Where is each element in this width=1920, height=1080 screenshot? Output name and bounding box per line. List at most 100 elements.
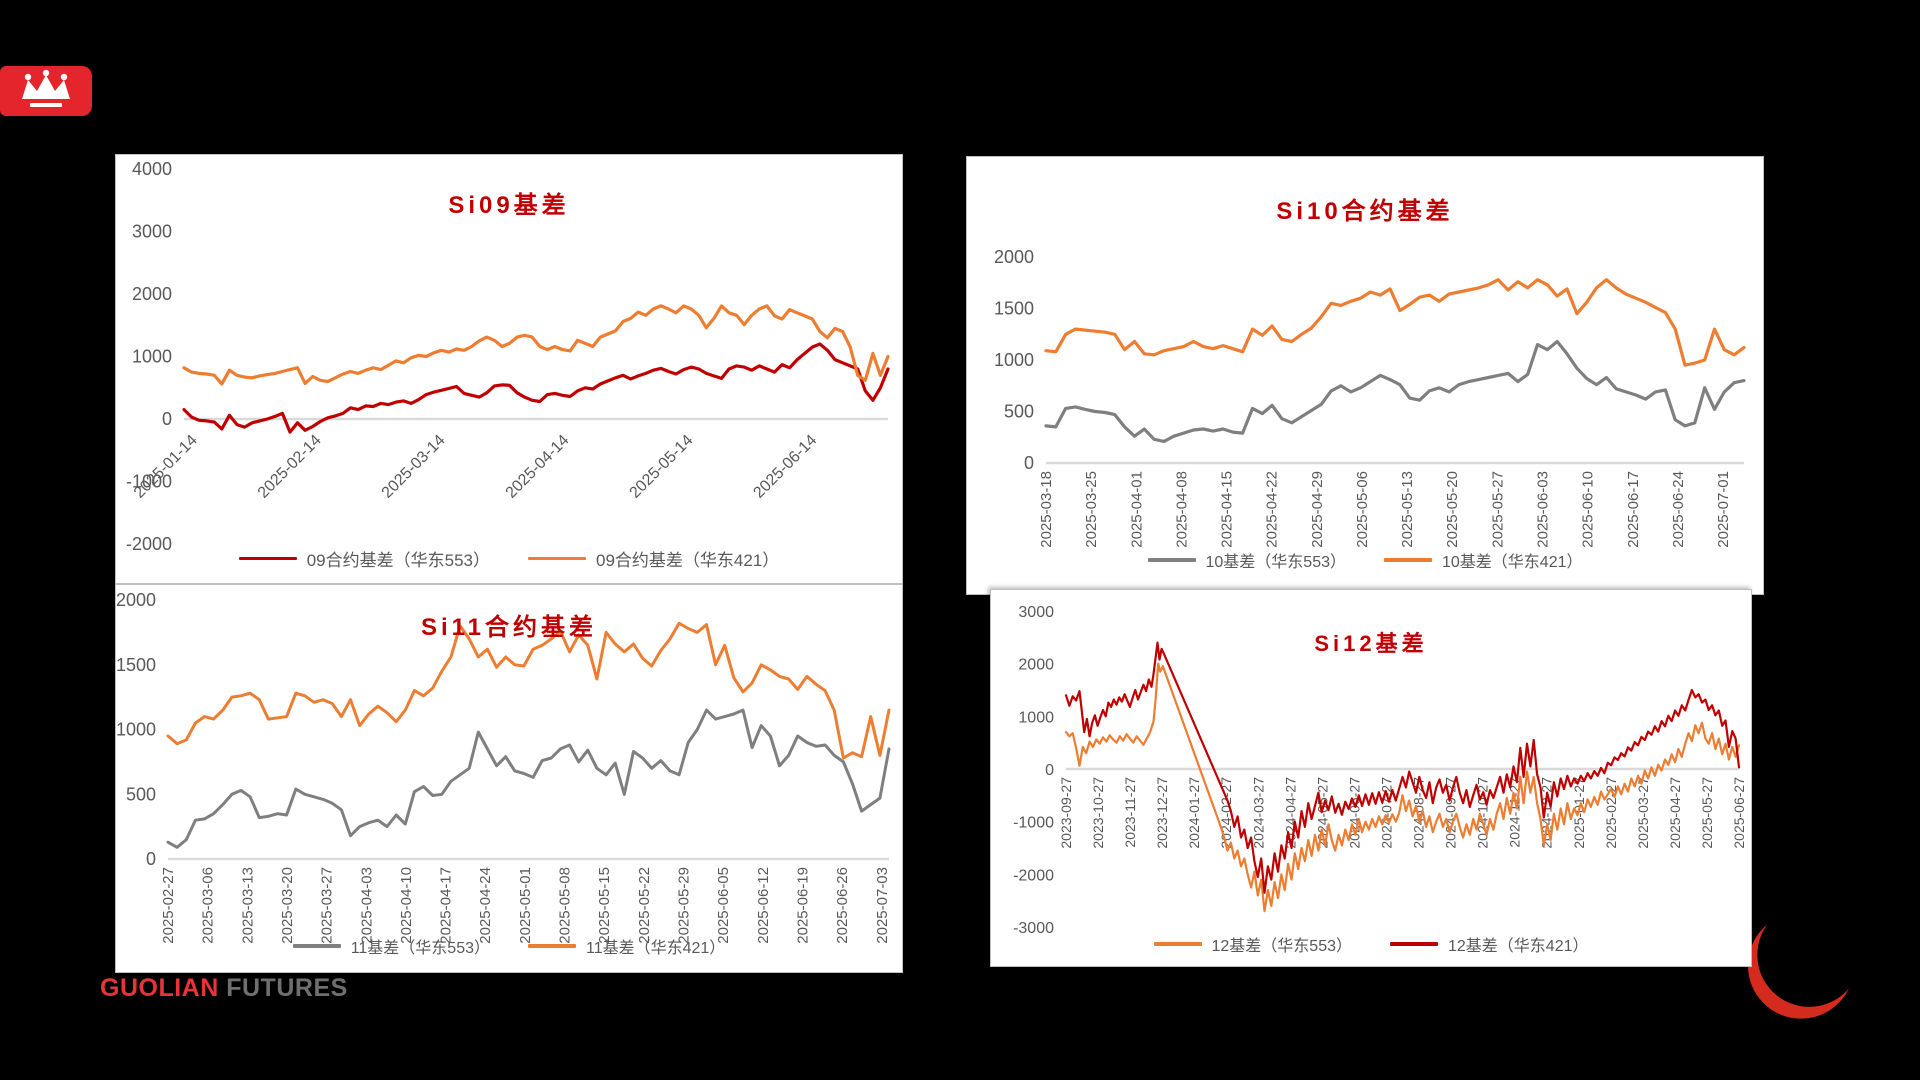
x-axis-tick-label: 2025-06-19 (794, 867, 811, 944)
y-axis-tick-label: 4000 (132, 159, 172, 179)
y-axis-tick-label: 2000 (132, 284, 172, 304)
y-axis-tick-label: 1000 (116, 720, 156, 740)
x-axis-tick-label: 2025-03-25 (1083, 471, 1100, 548)
y-axis-tick-label: 2000 (116, 590, 156, 610)
x-axis-tick-label: 2025-05-13 (1399, 471, 1416, 548)
y-axis-tick-label: 1000 (994, 350, 1034, 370)
y-axis-tick-label: 0 (1024, 453, 1034, 473)
x-axis-tick-label: 2024-07-27 (1378, 777, 1394, 849)
legend-swatch (1384, 558, 1432, 562)
chart-panel-si10: Si10合约基差 2000 1500 1000 500 0 2025-03-18 2025-0… (966, 156, 1764, 595)
x-axis-tick-label: 2025-04-10 (398, 867, 415, 944)
x-axis-tick-label: 2025-03-20 (279, 867, 296, 944)
x-axis-tick-label: 2025-05-06 (1354, 471, 1371, 548)
x-axis-tick-label: 2023-12-27 (1154, 777, 1170, 849)
x-axis-tick-label: 2025-06-17 (1625, 471, 1642, 548)
legend-label: 09合约基差（华东421） (596, 551, 780, 570)
chart-plot: 3000 2000 1000 0 -1000 -2000 -3000 2023-09-27 20… (1013, 604, 1747, 937)
series-line (1044, 339, 1746, 443)
legend-label: 11基差（华东421） (586, 940, 726, 957)
chart-panel-si09: Si09基差 4000 3000 2000 1000 0 -1000 -2000 2025-01… (115, 154, 903, 584)
x-axis-tick-label: 2023-10-27 (1090, 777, 1106, 849)
legend-swatch (238, 556, 297, 561)
y-axis-tick-label: 1000 (1018, 709, 1054, 726)
y-axis-tick-label: 0 (162, 409, 172, 429)
chart-legend: 12基差（华东553） 12基差（华东421） (991, 932, 1751, 956)
x-axis-tick-label: 2025-05-01 (517, 867, 534, 944)
legend-label: 10基差（华东553） (1205, 554, 1347, 571)
legend-item: 10基差（华东421） (1384, 548, 1583, 572)
x-axis-tick-label: 2025-06-10 (1580, 471, 1597, 548)
series-line (182, 342, 890, 434)
legend-swatch (1147, 558, 1196, 562)
y-axis-tick-label: -2000 (126, 534, 172, 554)
legend-swatch (1153, 942, 1202, 946)
series-line (182, 304, 890, 386)
chart-legend: 09合约基差（华东553） 09合约基差（华东421） (116, 546, 902, 571)
x-axis-tick-label: 2025-03-18 (1038, 471, 1055, 548)
x-axis-tick-label: 2023-09-27 (1058, 777, 1074, 849)
x-axis-tick-label: 2025-04-01 (1128, 471, 1145, 548)
x-axis-tick-label: 2025-04-15 (1219, 471, 1236, 548)
x-axis-tick-label: 2025-04-22 (1264, 471, 1281, 548)
legend-label: 10基差（华东421） (1442, 554, 1583, 571)
y-axis-tick-label: 1000 (132, 347, 172, 367)
x-axis-tick-label: 2025-05-15 (596, 867, 613, 944)
arc-icon (1747, 912, 1855, 1019)
y-axis-tick-label: -2000 (1013, 867, 1054, 884)
y-axis-tick-label: 500 (1004, 402, 1034, 422)
series-line (1044, 278, 1746, 367)
legend-item: 12基差（华东553） (1153, 932, 1352, 956)
y-axis-tick-label: 1500 (994, 299, 1034, 319)
x-axis-tick-label: 2025-06-05 (715, 867, 732, 944)
y-axis-tick-label: 3000 (1018, 604, 1054, 621)
x-axis-tick-label: 2025-05-20 (1444, 471, 1461, 548)
x-axis-tick-label: 2024-03-27 (1250, 777, 1266, 849)
x-axis-tick-label: 2025-04-14 (503, 432, 573, 502)
x-axis-tick-label: 2025-03-27 (319, 867, 336, 944)
x-axis-tick-label: 2025-02-14 (255, 432, 325, 502)
chart-panel-si12: Si12基差 3000 2000 1000 0 -1000 -2000 -3000 2023-0… (990, 589, 1752, 967)
legend-label: 09合约基差（华东553） (306, 551, 490, 570)
x-axis-tick-label: 2025-03-13 (239, 867, 256, 944)
series-line (1064, 662, 1741, 913)
legend-swatch (1390, 942, 1438, 946)
x-axis-tick-label: 2025-06-24 (1670, 471, 1687, 548)
legend-item: 10基差（华东553） (1147, 548, 1347, 572)
x-axis-tick-label: 2025-05-27 (1699, 777, 1715, 849)
crown-icon (22, 69, 70, 107)
x-axis-tick-label: 2025-04-24 (477, 867, 494, 944)
legend-swatch (292, 944, 341, 948)
x-axis-tick-label: 2025-06-03 (1535, 471, 1552, 548)
x-axis-tick-label: 2025-03-06 (200, 867, 217, 944)
legend-swatch (528, 556, 586, 561)
x-axis-tick-label: 2024-01-27 (1186, 777, 1202, 849)
y-axis-tick-label: -1000 (1013, 815, 1054, 832)
legend-item: 09合约基差（华东553） (238, 546, 490, 571)
x-axis-tick-label: 2025-06-14 (750, 432, 820, 502)
y-axis-tick-label: -1000 (126, 472, 172, 492)
x-axis-tick-label: 2024-09-27 (1443, 777, 1459, 849)
x-axis-tick-label: 2025-05-22 (636, 867, 653, 944)
y-axis-tick-label: 0 (1045, 762, 1054, 779)
x-axis-tick-label: 2025-03-27 (1635, 777, 1651, 849)
x-axis-tick-label: 2025-06-27 (1731, 777, 1747, 849)
x-axis-tick-label: 2025-06-12 (755, 867, 772, 944)
x-axis-tick-label: 2025-04-08 (1173, 471, 1190, 548)
legend-label: 12基差（华东421） (1448, 938, 1589, 955)
series-line (1064, 641, 1741, 894)
y-axis-tick-label: 3000 (132, 222, 172, 242)
brand-logo (0, 66, 92, 116)
x-axis-tick-label: 2025-07-01 (1715, 471, 1732, 548)
brand-guolian: GUOLIAN (100, 974, 219, 1002)
x-axis-tick-label: 2025-04-03 (358, 867, 375, 944)
y-axis-tick-label: 2000 (1018, 657, 1054, 674)
x-axis-tick-label: 2025-05-29 (676, 867, 693, 944)
legend-item: 11基差（华东553） (292, 934, 490, 958)
legend-swatch (528, 944, 576, 948)
y-axis-tick-label: 2000 (994, 247, 1034, 267)
